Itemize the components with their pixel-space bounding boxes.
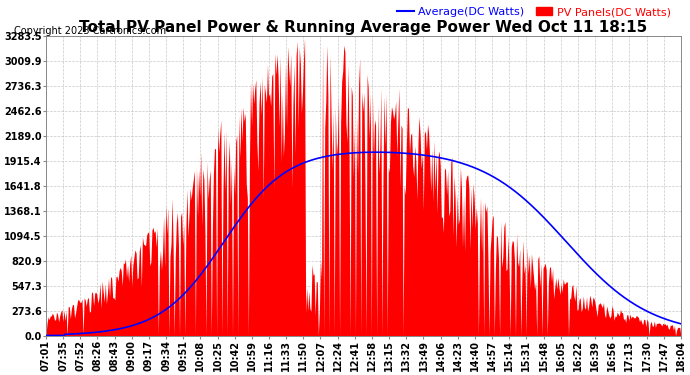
Text: Copyright 2023 Cartronics.com: Copyright 2023 Cartronics.com <box>14 26 166 36</box>
Legend: Average(DC Watts), PV Panels(DC Watts): Average(DC Watts), PV Panels(DC Watts) <box>393 3 676 22</box>
Title: Total PV Panel Power & Running Average Power Wed Oct 11 18:15: Total PV Panel Power & Running Average P… <box>79 20 647 35</box>
